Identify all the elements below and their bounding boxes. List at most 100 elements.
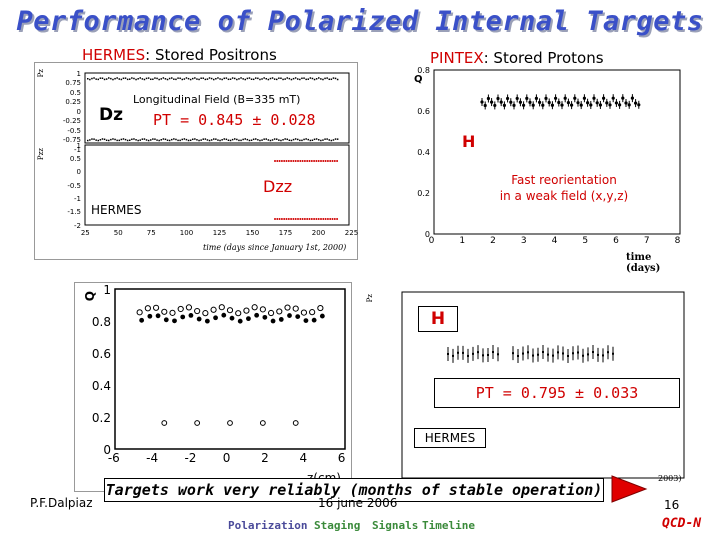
hydrogen-point — [497, 353, 499, 356]
next-slide-button[interactable] — [610, 474, 648, 504]
pzz-pos-point — [290, 160, 293, 162]
pz-neg-point — [118, 139, 120, 142]
pintex-point — [496, 96, 500, 101]
pz-neg-point — [177, 139, 179, 142]
hydrogen-point — [512, 352, 514, 355]
zprofile-open-point — [185, 304, 193, 311]
y-tick-label: -2 — [74, 221, 81, 230]
x-tick-label: 8 — [674, 236, 681, 246]
pz-point — [334, 77, 337, 80]
pz-neg-point — [183, 138, 186, 140]
pz-neg-point — [255, 138, 257, 140]
pz-neg-point — [198, 139, 200, 142]
pintex-point — [611, 96, 615, 100]
pz-point — [160, 78, 162, 80]
pz-point — [257, 77, 259, 80]
nav-polarization[interactable]: Polarization — [228, 519, 308, 532]
zprofile-filled-point — [303, 318, 309, 324]
pzz-pos-point — [317, 160, 320, 162]
pz-neg-point — [271, 139, 274, 141]
pz-point — [309, 77, 312, 79]
zprofile-open-point — [194, 307, 201, 315]
x-tick-label: 3 — [520, 236, 527, 246]
pzz-neg-point — [331, 218, 334, 220]
pz-point — [198, 78, 200, 81]
pz-point — [122, 77, 125, 80]
zprofile-low-point — [292, 420, 299, 426]
pintex-point — [483, 103, 487, 108]
pz-point — [162, 77, 165, 79]
pzz-neg-point — [336, 218, 339, 220]
pintex-point — [614, 101, 618, 105]
x-tick-label: 150 — [245, 229, 260, 237]
pzz-neg-point — [324, 218, 327, 220]
pz-neg-point — [322, 139, 324, 141]
hydrogen-point — [462, 351, 464, 354]
x-tick-label: -6 — [107, 451, 120, 465]
zprofile-open-point — [251, 304, 258, 311]
x-tick-label: 225 — [344, 229, 359, 237]
pz-neg-point — [126, 139, 129, 142]
pzz-pos-point — [299, 160, 302, 162]
pintex-point — [528, 100, 532, 104]
pintex-point — [582, 96, 586, 100]
pz-point — [234, 77, 236, 80]
x-tick-label: 0 — [222, 451, 231, 465]
pz-point — [166, 78, 169, 81]
pz-point — [168, 77, 171, 80]
pz-point — [192, 77, 194, 80]
pz-point — [154, 77, 156, 79]
pzz-neg-point — [301, 218, 304, 220]
pz-point — [185, 77, 188, 79]
pintex-point — [618, 103, 622, 107]
nav-signals[interactable]: Signals — [372, 519, 419, 532]
nav-timeline[interactable]: Timeline — [422, 519, 475, 532]
pzz-pos-point — [308, 160, 311, 162]
hydrogen-point — [602, 354, 604, 357]
zprofile-open-point — [136, 309, 143, 316]
pz-neg-point — [192, 138, 194, 141]
pz-point — [114, 77, 116, 80]
pz-neg-point — [137, 139, 139, 142]
pzz-pos-point — [301, 160, 304, 162]
pintex-point — [563, 96, 567, 100]
y-tick-label: 0.75 — [65, 79, 81, 87]
pz-point — [175, 78, 177, 81]
pzz-pos-point — [303, 160, 306, 162]
pintex-heading-name: PINTEX — [430, 49, 484, 67]
hydrogen-point — [607, 351, 609, 354]
pintex-yticks: 0.8 0.6 0.4 0.2 0 — [412, 66, 432, 239]
pintex-point — [512, 103, 516, 107]
pz-point — [278, 77, 280, 79]
pz-point — [152, 78, 154, 81]
pz-point — [171, 77, 173, 79]
pz-neg-point — [242, 138, 244, 141]
field-note: Longitudinal Field (B=335 mT) — [133, 93, 301, 106]
pzz-neg-point — [308, 218, 311, 220]
hydrogen-point — [457, 351, 459, 354]
pintex-ylabel: Q — [414, 74, 423, 85]
pz-point — [244, 78, 246, 81]
nav-staging[interactable]: Staging — [314, 519, 361, 532]
zprofile-filled-point — [278, 317, 284, 322]
pz-point — [336, 78, 339, 81]
pz-neg-point — [236, 138, 238, 141]
zprofile-filled-point — [196, 316, 202, 322]
pz-point — [99, 77, 102, 79]
pz-neg-point — [267, 139, 270, 141]
pz-neg-point — [101, 138, 104, 140]
pintex-note: Fast reorientation in a weak field (x,y,… — [474, 172, 654, 204]
pz-neg-point — [328, 139, 330, 141]
pz-neg-point — [103, 138, 106, 141]
pintex-point — [506, 96, 510, 101]
pz-neg-point — [313, 138, 316, 141]
zprofile-open-point — [177, 305, 184, 313]
zprofile-low-point — [161, 420, 168, 426]
zprofile-filled-point — [262, 314, 268, 320]
pz-point — [271, 77, 274, 79]
y-tick-label: 0.25 — [65, 98, 81, 106]
zprofile-filled-point — [221, 312, 227, 318]
zprofile-filled-point — [204, 318, 210, 324]
pz-point — [200, 77, 202, 79]
pz-neg-point — [276, 138, 278, 140]
